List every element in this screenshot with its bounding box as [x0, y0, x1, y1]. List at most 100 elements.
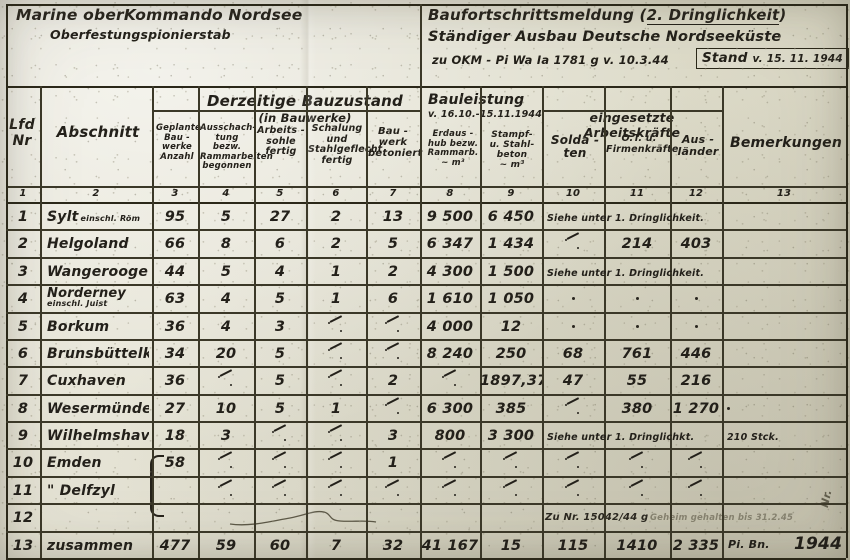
table-row-9-col5 — [254, 421, 306, 448]
table-row-5-col4: 4 — [198, 312, 254, 339]
table-row-7-col9: 1897,37 — [480, 366, 542, 393]
column-number-11: 11 — [629, 188, 645, 199]
table-row-6-col11: 761 — [604, 339, 670, 366]
table-row-4-sequence-number: 4 — [6, 284, 40, 311]
document-title-block: Baufortschrittsmeldung (2. Dringlichkeit… — [428, 6, 849, 70]
nil-slash-mark — [385, 320, 401, 334]
table-row-2-col12: 403 — [670, 229, 722, 256]
cell-value: 5 — [220, 209, 232, 225]
table-row-2-col7: 5 — [366, 229, 420, 256]
cell-value: 44 — [164, 264, 186, 280]
table-row-11-col11 — [604, 476, 670, 503]
nil-slash-mark — [385, 402, 401, 416]
column-header-line: fertig — [265, 146, 297, 158]
table-row-10-sequence-number: 10 — [6, 448, 40, 475]
table-row-2-col11: 214 — [604, 229, 670, 256]
column-header-line: Schalung — [311, 123, 363, 134]
column-header-line: länder — [677, 145, 719, 159]
column-number-3: 3 — [171, 188, 179, 199]
cell-value: 4 300 — [426, 264, 474, 280]
column-header-line: ~ m³ — [499, 160, 525, 171]
table-row-5-col10 — [542, 312, 604, 339]
table-row-8-remarks — [727, 394, 843, 421]
nil-slash-mark — [565, 237, 581, 251]
cell-value: 1 270 — [672, 401, 720, 417]
document-title: Baufortschrittsmeldung (2. Dringlichkeit… — [428, 6, 840, 25]
cell-value: 20 — [215, 346, 237, 362]
table-row-9-col7: 3 — [366, 421, 420, 448]
column-header-line: Bemerkungen — [729, 135, 843, 151]
table-row-12-col11 — [604, 503, 670, 530]
ditto-dot-mark — [727, 407, 730, 410]
table-row-11-col8 — [420, 476, 480, 503]
cell-value: 3 — [274, 319, 286, 335]
cell-value: 68 — [562, 346, 584, 362]
title-urgency: 2. Dringlichkeit — [646, 6, 780, 25]
cell-value: 380 — [621, 401, 653, 417]
table-row-7-sector-name: Cuxhaven — [47, 366, 149, 393]
table-row-13-col8: 41 167 — [420, 531, 480, 558]
cell-value: 36 — [164, 319, 186, 335]
status-date-box: Stand v. 15. 11. 1944 — [696, 48, 849, 69]
table-row-6-remarks — [727, 339, 843, 366]
column-header-concrete-volume: Stampf-u. Stahl-beton ~ m³ — [484, 130, 540, 170]
column-header-line: Bau - — [164, 132, 190, 143]
cell-value: 15 911,37 — [500, 538, 522, 554]
table-row-8-col6: 1 — [306, 394, 366, 421]
title-suffix: ) — [779, 6, 787, 24]
table-row-11-col5 — [254, 476, 306, 503]
cell-value: 2 — [330, 209, 342, 225]
table-row-8-col11: 380 — [604, 394, 670, 421]
cell-value: 1 500 — [487, 264, 535, 280]
cell-value: 2 335 — [672, 538, 720, 554]
table-vertical-rule — [722, 86, 724, 558]
column-number-10: 10 — [565, 188, 581, 199]
table-row-11-sequence-number: 11 — [6, 476, 40, 503]
table-row-11-col4 — [198, 476, 254, 503]
table-row-4-col5: 5 — [254, 284, 306, 311]
table-row-6-sector-name: Brunsbüttelkg — [47, 339, 149, 366]
cell-value: 6 450 — [487, 209, 535, 225]
cell-value: 7 — [17, 373, 29, 389]
cell-value: 58 — [164, 455, 186, 471]
table-row-3-col9: 1 500 — [480, 257, 542, 284]
table-row-7-col11: 55 — [604, 366, 670, 393]
table-row-4-col3: 63 — [152, 284, 198, 311]
nil-slash-mark — [629, 456, 645, 470]
nil-slash-mark — [442, 456, 458, 470]
column-header-line: werke — [162, 142, 192, 153]
table-row-11-col10 — [542, 476, 604, 503]
cell-value: 5 — [387, 236, 399, 252]
cell-value: 4 — [17, 291, 29, 307]
table-row-10-col10 — [542, 448, 604, 475]
cell-value: 2 — [17, 236, 29, 252]
table-row-1-col3: 95 — [152, 202, 198, 229]
cell-value: 7 — [330, 538, 342, 554]
column-header-working-floor-done: Arbeits - sohle fertig — [256, 125, 306, 158]
table-row-10-col9 — [480, 448, 542, 475]
cell-value: 2 — [387, 373, 399, 389]
column-header-line: Ausschach- — [200, 123, 257, 133]
table-row-2-col3: 66 — [152, 229, 198, 256]
cell-value: 250 — [495, 346, 527, 362]
table-row-9-remarks: 210 Stck. Rammpfähle — [727, 421, 843, 448]
column-header-line: Abschnitt — [56, 123, 140, 141]
table-row-3-col5: 4 — [254, 257, 306, 284]
ditto-dot-mark — [694, 297, 698, 300]
cell-value: 3 — [17, 264, 29, 280]
cell-value: 403 — [680, 236, 712, 252]
table-row-11-col12 — [670, 476, 722, 503]
table-row-13-sequence-number: 13 — [6, 531, 40, 558]
column-header-line: Bau - — [377, 126, 409, 137]
table-row-12-sector-name — [47, 503, 149, 530]
nil-slash-mark — [328, 347, 344, 361]
table-row-7-col5: 5 — [254, 366, 306, 393]
cell-value: 5 — [274, 373, 286, 389]
column-header-ot-and-firms: O.T. u. Firmenkräfte — [606, 133, 678, 155]
column-number-6: 6 — [332, 188, 340, 199]
ditto-dot-mark — [571, 325, 575, 328]
cell-value: 6 300 — [426, 401, 474, 417]
column-header-line: ~ m³ — [441, 157, 465, 168]
column-header-formwork-done: Schalung und Stahlgeflecht fertig — [308, 123, 382, 167]
table-row-12-col8 — [420, 503, 480, 530]
